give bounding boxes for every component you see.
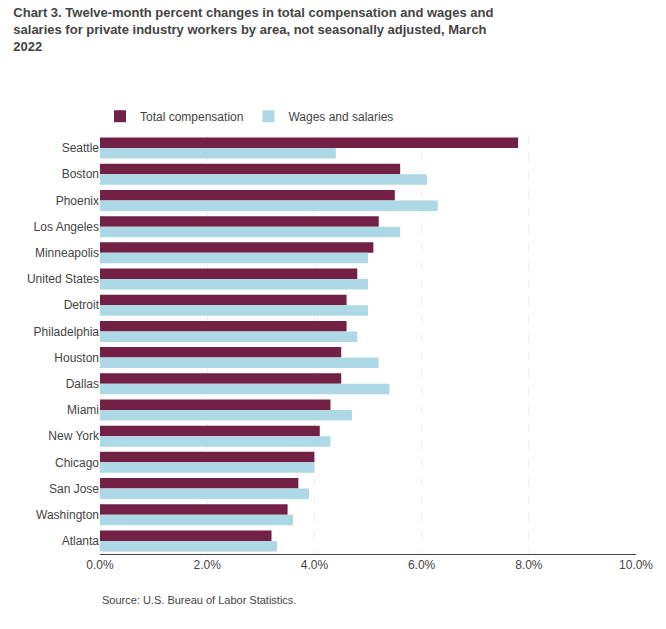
- svg-text:2.0%: 2.0%: [194, 558, 222, 572]
- svg-text:Boston: Boston: [62, 167, 99, 181]
- svg-text:Miami: Miami: [67, 403, 99, 417]
- svg-text:United States: United States: [27, 272, 99, 286]
- svg-text:Minneapolis: Minneapolis: [35, 246, 99, 260]
- svg-text:Los Angeles: Los Angeles: [34, 220, 99, 234]
- svg-text:Wages and salaries: Wages and salaries: [288, 110, 393, 124]
- svg-text:4.0%: 4.0%: [301, 558, 329, 572]
- svg-text:10.0%: 10.0%: [619, 558, 653, 572]
- svg-text:Chart 3. Twelve-month percent: Chart 3. Twelve-month percent changes in…: [13, 5, 493, 54]
- svg-text:New York: New York: [48, 429, 100, 443]
- svg-text:Houston: Houston: [54, 351, 99, 365]
- svg-text:Philadelphia: Philadelphia: [34, 325, 100, 339]
- svg-text:San Jose: San Jose: [49, 482, 99, 496]
- svg-text:Washington: Washington: [36, 508, 99, 522]
- svg-text:Phoenix: Phoenix: [56, 194, 99, 208]
- svg-text:Total compensation: Total compensation: [140, 110, 243, 124]
- svg-text:Seattle: Seattle: [62, 141, 100, 155]
- svg-text:Atlanta: Atlanta: [62, 534, 100, 548]
- svg-text:0.0%: 0.0%: [86, 558, 114, 572]
- svg-text:Dallas: Dallas: [66, 377, 99, 391]
- svg-text:Chicago: Chicago: [55, 456, 99, 470]
- svg-text:8.0%: 8.0%: [515, 558, 543, 572]
- svg-text:6.0%: 6.0%: [408, 558, 436, 572]
- svg-text:Source: U.S. Bureau of Labor S: Source: U.S. Bureau of Labor Statistics.: [102, 594, 296, 606]
- svg-text:Detroit: Detroit: [64, 298, 100, 312]
